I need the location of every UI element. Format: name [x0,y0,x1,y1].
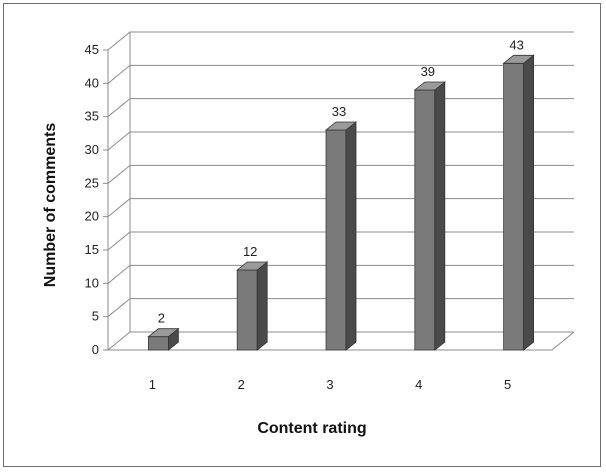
y-tick-label: 35 [85,109,99,124]
y-tick-label: 20 [85,209,99,224]
bar-side [434,81,446,351]
bar-front [414,89,436,351]
bar [502,54,535,351]
y-tick-label: 40 [85,75,99,90]
data-label: 39 [421,64,435,79]
x-tick-label: 3 [326,377,333,392]
chart-frame [3,3,601,467]
x-tick-label: 5 [504,377,511,392]
data-labels: 2 12 33 39 43 [158,37,524,325]
x-tick-label: 2 [238,377,245,392]
x-axis-ticks: 1 2 3 4 5 [149,377,511,392]
bar-front [325,129,347,351]
bar-top [324,121,358,131]
bar-front [147,336,169,351]
bar-side [256,261,268,351]
y-tick-label: 15 [85,242,99,257]
bar [324,121,358,351]
data-label: 33 [332,104,346,119]
bar-top [147,328,180,338]
y-tick-label: 30 [85,142,99,157]
bar-front [236,269,258,351]
bar-top [236,261,269,271]
bar-top [413,81,446,91]
gridline [107,31,574,51]
data-label: 12 [243,244,257,259]
data-label: 2 [158,311,165,326]
bar [147,327,180,351]
bars [147,54,535,351]
x-axis-title: Content rating [257,420,366,437]
bar [236,261,269,351]
bar-side [345,121,357,351]
y-tick-label: 25 [85,175,99,190]
y-tick-label: 0 [92,342,99,357]
y-tick-label: 10 [85,275,99,290]
x-tick-label: 4 [415,377,422,392]
x-tick-label: 1 [149,377,156,392]
bar-front [503,62,525,351]
data-label: 43 [509,37,523,52]
y-axis-ticks: 0 5 10 15 20 25 30 35 40 45 [85,42,108,357]
bar-side [523,54,534,351]
bar-top [502,54,535,64]
y-axis-title: Number of comments [42,123,59,288]
y-tick-label: 5 [92,309,99,324]
bar [413,81,446,351]
y-tick-label: 45 [85,42,99,57]
